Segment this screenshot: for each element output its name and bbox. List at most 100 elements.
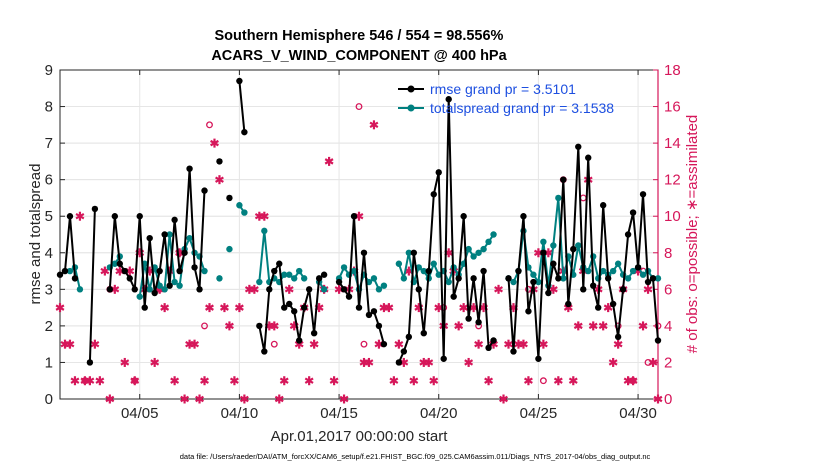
obs-assimilated-point-0 <box>55 303 65 313</box>
rmse-point-7 <box>111 213 119 220</box>
totalspread-point-25 <box>261 227 268 235</box>
obs-possible-point-8 <box>355 103 363 111</box>
rmse-point-56 <box>405 333 413 341</box>
rmse-line <box>59 80 659 363</box>
totalspread-point-39 <box>350 267 358 275</box>
rmse-point-98 <box>624 231 632 238</box>
obs-assimilated-point-67-stroke-2 <box>389 377 399 384</box>
rmse-point-1 <box>61 267 69 275</box>
obs-assimilated-point-62-stroke-2 <box>364 359 374 366</box>
rmse-point-63 <box>440 355 447 362</box>
rmse-point-29 <box>241 128 248 136</box>
obs-assimilated-point-34 <box>224 321 234 331</box>
rmse-point-43 <box>320 271 328 278</box>
obs-assimilated-point-57-stroke-2 <box>339 395 349 403</box>
obs-assimilated-point-28 <box>195 394 204 404</box>
obs-assimilated-point-51-stroke-2 <box>309 340 319 348</box>
x-tick-label-0: 04/05 <box>121 405 159 422</box>
obs-assimilated-point-67 <box>389 376 399 386</box>
rmse-point-75 <box>510 348 517 355</box>
y-right-tick-label-9: 18 <box>664 62 681 79</box>
rmse-point-60 <box>425 267 432 275</box>
y-right-tick-label-2: 4 <box>664 318 672 335</box>
rmse-point-46 <box>345 293 353 300</box>
axes <box>59 69 659 400</box>
obs-assimilated-point-118-stroke-2 <box>643 286 653 293</box>
obs-assimilated-point-102-stroke-2 <box>563 304 573 311</box>
rmse-point-58 <box>415 286 422 293</box>
obs-assimilated-point-7-stroke-2 <box>90 340 100 348</box>
obs-assimilated-point-89 <box>499 394 508 404</box>
rmse-point-20 <box>176 267 183 275</box>
totalspread-point-0 <box>66 267 74 275</box>
rmse-point-96 <box>614 333 622 341</box>
y-right-tick-label-7: 14 <box>664 135 681 152</box>
totalspread-point-13 <box>171 278 178 286</box>
obs-assimilated-point-100 <box>553 376 563 386</box>
obs-assimilated-point-23 <box>170 376 180 386</box>
rmse-point-21 <box>181 249 188 256</box>
obs-assimilated-point-0-stroke-2 <box>55 304 65 311</box>
totalspread-point-31 <box>291 275 298 282</box>
rmse-point-70 <box>475 319 482 326</box>
x-tick-label-4: 04/25 <box>520 405 558 422</box>
rmse-point-104 <box>654 337 662 344</box>
series-layer <box>55 77 663 404</box>
totalspread-point-11 <box>161 286 168 293</box>
rmse-point-31 <box>261 348 268 355</box>
y-tick-label-3: 3 <box>45 281 53 298</box>
obs-assimilated-point-44-stroke-2 <box>274 395 284 403</box>
totalspread-point-47 <box>400 275 408 282</box>
totalspread-point-93 <box>639 271 647 278</box>
obs-assimilated-point-94-stroke-2 <box>523 377 533 384</box>
obs-assimilated-point-33-stroke-2 <box>220 304 229 311</box>
obs-assimilated-point-34-stroke-2 <box>224 322 234 330</box>
legend-marker-totalspread <box>407 104 415 112</box>
legend: rmse grand pr = 3.5101 totalspread grand… <box>398 81 614 116</box>
obs-assimilated-point-13-stroke-2 <box>120 359 130 366</box>
obs-assimilated-point-109 <box>598 321 608 331</box>
obs-assimilated-point-100-stroke-2 <box>553 377 563 384</box>
obs-assimilated-point-55 <box>329 376 339 386</box>
y-axis-label: rmse and totalspread <box>27 164 44 305</box>
obs-assimilated-point-35-stroke-2 <box>229 377 239 384</box>
obs-assimilated-point-2-stroke-2 <box>65 340 75 348</box>
obs-assimilated-point-55-stroke-2 <box>329 377 339 384</box>
totalspread-point-80 <box>575 242 582 249</box>
totalspread-point-51 <box>420 267 427 275</box>
totalspread-point-46 <box>395 260 403 267</box>
obs-assimilated-point-117 <box>638 321 648 331</box>
obs-assimilated-point-110-stroke-2 <box>603 304 613 311</box>
obs-assimilated-point-10 <box>105 394 115 404</box>
rmse-point-33 <box>271 267 278 275</box>
rmse-point-90 <box>585 154 592 161</box>
obs-assimilated-point-27 <box>190 339 199 349</box>
obs-assimilated-point-54 <box>324 156 334 166</box>
rmse-point-87 <box>570 245 577 253</box>
rmse-point-8 <box>116 260 124 267</box>
totalspread-point-44 <box>375 286 383 293</box>
obs-assimilated-point-107-stroke-2 <box>588 322 598 330</box>
obs-assimilated-point-71-stroke-2 <box>409 377 419 384</box>
y-right-tick-label-5: 10 <box>664 208 681 225</box>
obs-assimilated-point-43 <box>269 321 279 331</box>
obs-assimilated-point-39 <box>249 284 259 294</box>
totalspread-point-20 <box>216 275 223 282</box>
legend-label-totalspread: totalspread grand pr = 3.1538 <box>430 100 614 116</box>
obs-assimilated-point-74 <box>424 357 434 367</box>
obs-assimilated-point-118 <box>643 284 653 294</box>
rmse-point-30 <box>256 322 263 330</box>
obs-assimilated-point-88-stroke-2 <box>494 286 503 293</box>
obs-possible-point-7 <box>270 340 278 348</box>
obs-assimilated-point-111-stroke-2 <box>608 359 618 366</box>
rmse-point-19 <box>171 216 178 224</box>
rmse-point-32 <box>266 286 273 293</box>
totalspread-point-30 <box>286 271 293 278</box>
rmse-point-101 <box>639 191 647 198</box>
rmse-point-95 <box>609 300 617 308</box>
totalspread-point-90 <box>624 275 632 282</box>
rmse-point-40 <box>305 286 313 293</box>
obs-assimilated-point-45 <box>279 376 289 386</box>
obs-assimilated-point-33 <box>220 303 229 313</box>
obs-assimilated-point-19-stroke-2 <box>150 359 160 366</box>
